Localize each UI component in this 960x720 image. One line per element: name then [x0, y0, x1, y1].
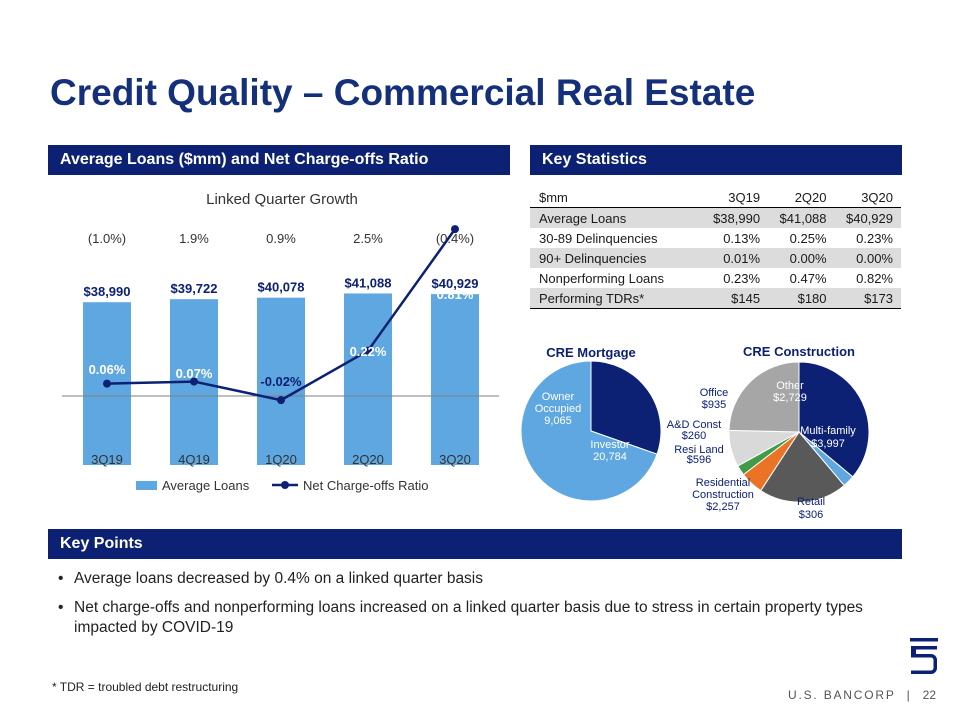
- bar-value-label: $41,088: [345, 275, 392, 290]
- table-cell: 0.25%: [789, 230, 827, 246]
- bullet-marker: •: [58, 570, 64, 587]
- chargeoff-label: 0.22%: [350, 344, 387, 359]
- key-points-list: • Average loans decreased by 0.4% on a l…: [58, 569, 908, 647]
- pie-slice: [590, 360, 662, 455]
- chargeoff-point: [451, 225, 459, 234]
- chargeoff-label: 0.81%: [437, 287, 474, 302]
- pie-slice: [760, 431, 845, 503]
- section-header-avg-loans: Average Loans ($mm) and Net Charge-offs …: [48, 145, 510, 175]
- bar-value-label: $39,722: [171, 281, 218, 296]
- pie-slice-label: Office $935: [700, 387, 729, 411]
- table-header-cell: 2Q20: [768, 187, 835, 208]
- table-cell: Performing TDRs*: [530, 288, 702, 309]
- table-cell: 0.23%: [723, 270, 761, 286]
- table-header-cell: $mm: [530, 187, 702, 208]
- bar-value-label: $40,929: [432, 276, 479, 291]
- pie-slice: [520, 360, 658, 502]
- table-cell: $173: [834, 288, 901, 309]
- pie-slice: [798, 361, 870, 478]
- table-cell: $40,929: [834, 207, 901, 228]
- footnote: * TDR = troubled debt restructuring: [52, 680, 239, 694]
- footer-separator: |: [906, 688, 912, 702]
- pie-title: CRE Mortgage: [546, 345, 636, 360]
- chargeoff-point: [364, 346, 372, 355]
- pie-slice-label: Owner Occupied 9,065: [535, 391, 581, 427]
- chargeoff-point: [190, 377, 198, 386]
- key-point-text: Net charge-offs and nonperforming loans …: [74, 599, 863, 636]
- table-cell: 0.13%: [723, 230, 761, 246]
- growth-label: 1.9%: [179, 231, 209, 246]
- table-row: Performing TDRs* $145 $180 $173: [530, 288, 901, 309]
- table-header-cell: 3Q20: [834, 187, 901, 208]
- growth-label: 2.5%: [353, 231, 383, 246]
- table-cell: $41,088: [768, 207, 835, 228]
- chargeoff-point: [103, 379, 111, 388]
- bar-value-label: $40,078: [258, 280, 305, 295]
- table-cell: 90+ Delinquencies: [530, 248, 702, 268]
- pie-slice-label: Resi Land $596: [674, 444, 724, 466]
- key-point-text: Average loans decreased by 0.4% on a lin…: [74, 570, 484, 587]
- x-tick-label: 1Q20: [265, 452, 297, 467]
- key-statistics-table: $mm 3Q19 2Q20 3Q20 Average Loans $38,990…: [530, 187, 901, 309]
- x-tick-label: 3Q19: [91, 452, 123, 467]
- table-cell: 0.01%: [701, 248, 769, 268]
- bar: [431, 294, 479, 465]
- growth-label: (1.0%): [88, 231, 126, 246]
- page-title: Credit Quality – Commercial Real Estate: [50, 72, 756, 113]
- table-cell: Average Loans: [530, 207, 702, 228]
- pie-slice-label: A&D Const $260: [667, 419, 721, 442]
- pie-slice: [728, 361, 800, 433]
- us-bancorp-shield-icon: [910, 638, 938, 674]
- pie-slice-label: Investor 20,784: [590, 439, 629, 463]
- pie-slice-label: Multi-family $3,997: [800, 425, 856, 450]
- chart-title: Linked Quarter Growth: [206, 191, 358, 208]
- pie-slice-label: Retail $306: [797, 496, 825, 521]
- table-cell: 0.47%: [789, 270, 827, 286]
- table-header-row: $mm 3Q19 2Q20 3Q20: [530, 187, 901, 208]
- table-cell: 0.23%: [856, 230, 893, 246]
- key-point-item: • Average loans decreased by 0.4% on a l…: [58, 569, 908, 589]
- table-header-cell: 3Q19: [701, 187, 769, 208]
- legend-label: Average Loans: [162, 478, 250, 493]
- brand-footer: U.S. BANCORP | 22: [788, 688, 936, 702]
- x-tick-label: 4Q19: [178, 452, 210, 467]
- section-header-key-statistics: Key Statistics: [530, 145, 902, 175]
- table-cell: $180: [768, 288, 835, 309]
- bar: [257, 297, 305, 465]
- pie-slice-label: Residential Construction $2,257: [692, 477, 754, 513]
- chargeoff-label: 0.07%: [176, 366, 213, 381]
- legend-swatch-bars: [136, 481, 157, 490]
- table-cell: 30-89 Delinquencies: [539, 230, 658, 246]
- table-cell: 0.00%: [834, 248, 901, 268]
- page-number: 22: [922, 688, 936, 702]
- bullet-marker: •: [58, 599, 64, 616]
- growth-label: 0.9%: [266, 231, 296, 246]
- bar: [344, 293, 392, 465]
- table-cell: $145: [701, 288, 769, 309]
- table-cell: $38,990: [701, 207, 769, 228]
- table-row: 30-89 Delinquencies 0.13% 0.25% 0.23%: [530, 228, 901, 248]
- table-row: Nonperforming Loans 0.23% 0.47% 0.82%: [530, 268, 901, 288]
- chargeoff-label: -0.02%: [260, 374, 302, 389]
- x-tick-label: 2Q20: [352, 452, 384, 467]
- bar-value-label: $38,990: [84, 284, 131, 299]
- table-cell: Nonperforming Loans: [539, 270, 665, 286]
- legend-swatch-marker: [281, 481, 289, 489]
- table-row: 90+ Delinquencies 0.01% 0.00% 0.00%: [530, 248, 901, 268]
- legend-label: Net Charge-offs Ratio: [303, 478, 429, 493]
- pie-slice-label: Other $2,729: [773, 380, 807, 404]
- key-point-item: • Net charge-offs and nonperforming loan…: [58, 598, 908, 638]
- table-cell: 0.82%: [856, 270, 893, 286]
- brand-name: U.S. BANCORP: [788, 688, 896, 702]
- pie-title: CRE Construction: [743, 344, 855, 359]
- chargeoff-label: 0.06%: [89, 362, 126, 377]
- table-cell: 0.00%: [768, 248, 835, 268]
- x-tick-label: 3Q20: [439, 452, 471, 467]
- section-header-key-points: Key Points: [48, 529, 902, 559]
- chargeoff-point: [277, 396, 285, 405]
- table-row: Average Loans $38,990 $41,088 $40,929: [530, 207, 901, 228]
